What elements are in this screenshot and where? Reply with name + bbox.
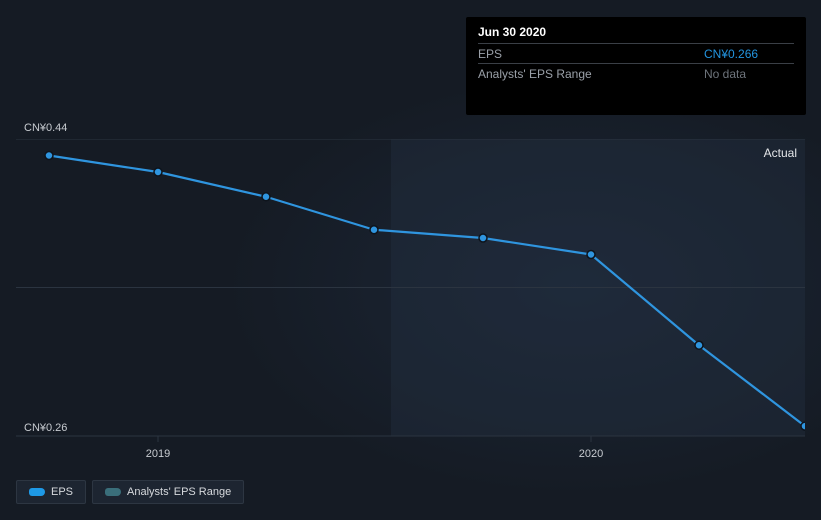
y-axis-label-top: CN¥0.44 [24,122,67,134]
tooltip-row-value: No data [704,67,794,81]
legend-item-label: Analysts' EPS Range [127,486,231,498]
line-chart[interactable] [16,139,805,444]
tooltip-row-label: EPS [478,47,704,61]
legend-item-label: EPS [51,486,73,498]
tooltip-title: Jun 30 2020 [478,25,794,43]
legend-swatch-icon [29,488,43,496]
x-axis-label: 2020 [579,448,603,460]
legend-item-eps[interactable]: EPS [16,480,86,504]
chart-legend: EPS Analysts' EPS Range [16,480,244,504]
tooltip-row-label: Analysts' EPS Range [478,67,704,81]
chart-container: Jun 30 2020 EPS CN¥0.266 Analysts' EPS R… [0,0,821,520]
legend-item-analysts-range[interactable]: Analysts' EPS Range [92,480,244,504]
chart-tooltip: Jun 30 2020 EPS CN¥0.266 Analysts' EPS R… [466,17,806,115]
tooltip-row-value: CN¥0.266 [704,47,794,61]
x-axis-label: 2019 [146,448,170,460]
tooltip-row: Analysts' EPS Range No data [478,63,794,83]
region-label-actual: Actual [764,146,797,160]
tooltip-row: EPS CN¥0.266 [478,43,794,63]
legend-swatch-icon [105,488,119,496]
